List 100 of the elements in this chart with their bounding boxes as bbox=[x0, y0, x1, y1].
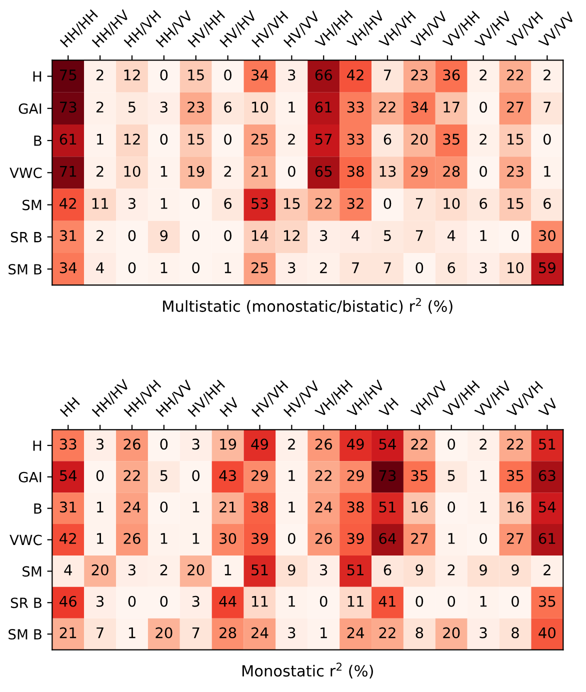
data-label: 9 bbox=[160, 230, 168, 242]
data-label: 4 bbox=[64, 564, 72, 576]
data-label: 3 bbox=[288, 627, 296, 638]
data-label: 51 bbox=[347, 564, 364, 576]
data-label: 34 bbox=[60, 262, 77, 274]
data-label: 3 bbox=[288, 262, 296, 274]
data-label: 61 bbox=[538, 532, 556, 544]
data-label: 73 bbox=[379, 470, 396, 482]
data-label: 7 bbox=[416, 198, 423, 209]
data-label: 22 bbox=[315, 470, 332, 481]
data-label: 12 bbox=[124, 134, 140, 145]
data-label: 8 bbox=[512, 627, 519, 638]
data-label: 6 bbox=[384, 134, 392, 145]
y-tick-label: SM bbox=[22, 566, 42, 577]
y-tick-label: SR B bbox=[10, 598, 42, 608]
data-label: 29 bbox=[411, 166, 428, 177]
data-label: 0 bbox=[192, 198, 200, 210]
data-label: 16 bbox=[508, 502, 524, 513]
data-label: 0 bbox=[224, 230, 232, 242]
data-label: 3 bbox=[96, 438, 104, 450]
data-label: 51 bbox=[539, 438, 556, 450]
data-label: 2 bbox=[480, 438, 486, 450]
data-label: 27 bbox=[507, 532, 524, 544]
data-label: 0 bbox=[448, 596, 456, 607]
data-label: 1 bbox=[288, 502, 295, 512]
data-label: 15 bbox=[508, 134, 524, 145]
data-label: 0 bbox=[320, 596, 328, 607]
data-label: 38 bbox=[347, 502, 364, 513]
data-label: 1 bbox=[160, 166, 168, 177]
data-label: 44 bbox=[219, 596, 236, 607]
data-label: 33 bbox=[347, 134, 364, 145]
data-label: 0 bbox=[128, 230, 136, 242]
data-label: 1 bbox=[192, 533, 200, 544]
data-label: 0 bbox=[480, 102, 487, 113]
data-label: 4 bbox=[96, 262, 104, 274]
data-label: 0 bbox=[480, 532, 487, 544]
y-tick-label: SM B bbox=[8, 264, 42, 275]
data-label: 20 bbox=[92, 564, 108, 576]
x-axis-title: Monostatic r$^{2}$ (%) bbox=[242, 662, 373, 678]
data-label: 7 bbox=[384, 262, 391, 274]
y-tick-label: VWC bbox=[10, 168, 42, 178]
y-tick-label: H bbox=[33, 71, 42, 82]
data-label: 0 bbox=[448, 438, 456, 450]
data-label: 51 bbox=[379, 502, 396, 513]
data-label: 54 bbox=[379, 438, 396, 450]
data-label: 0 bbox=[480, 166, 487, 177]
data-label: 64 bbox=[379, 532, 396, 544]
data-label: 53 bbox=[252, 198, 268, 210]
data-label: 14 bbox=[252, 230, 268, 241]
y-tick-label: SR B bbox=[10, 232, 42, 242]
y-tick-label: GAI bbox=[18, 472, 42, 482]
data-label: 24 bbox=[347, 627, 364, 638]
data-label: 0 bbox=[160, 438, 168, 450]
data-label: 2 bbox=[96, 166, 104, 177]
data-label: 2 bbox=[288, 134, 295, 145]
data-label: 2 bbox=[320, 262, 327, 274]
data-label: 10 bbox=[444, 198, 460, 210]
data-label: 3 bbox=[192, 596, 200, 607]
data-label: 2 bbox=[288, 438, 295, 450]
data-label: 54 bbox=[60, 470, 77, 482]
x-tick-label: HH bbox=[60, 397, 80, 418]
data-label: 1 bbox=[224, 262, 232, 274]
data-label: 22 bbox=[507, 69, 524, 80]
data-label: 6 bbox=[224, 198, 232, 210]
data-label: 0 bbox=[288, 166, 296, 177]
data-label: 34 bbox=[411, 102, 428, 113]
data-label: 22 bbox=[379, 627, 396, 638]
data-label: 0 bbox=[128, 262, 136, 274]
data-label: 27 bbox=[507, 102, 524, 112]
data-label: 2 bbox=[96, 102, 104, 112]
data-label: 21 bbox=[252, 166, 268, 177]
y-tick-label: B bbox=[34, 503, 42, 514]
data-label: 30 bbox=[539, 230, 556, 242]
data-label: 0 bbox=[160, 69, 168, 80]
data-label: 23 bbox=[188, 102, 204, 113]
data-label: 5 bbox=[384, 230, 391, 242]
data-label: 1 bbox=[288, 102, 295, 112]
data-label: 7 bbox=[544, 102, 551, 112]
data-label: 46 bbox=[60, 596, 76, 607]
data-label: 2 bbox=[544, 69, 550, 80]
data-label: 5 bbox=[448, 470, 455, 482]
data-label: 0 bbox=[160, 134, 168, 145]
data-label: 11 bbox=[348, 596, 364, 607]
data-label: 24 bbox=[124, 502, 140, 512]
data-label: 1 bbox=[480, 470, 487, 481]
data-label: 7 bbox=[96, 627, 104, 638]
data-label: 15 bbox=[284, 198, 300, 210]
y-tick-label: VWC bbox=[10, 534, 42, 546]
data-label: 21 bbox=[60, 627, 76, 638]
data-label: 2 bbox=[160, 564, 168, 576]
x-axis-title: Multistatic (monostatic/bistatic) r$^{2}$ (%) bbox=[163, 298, 452, 314]
data-label: 63 bbox=[538, 470, 556, 482]
data-label: 3 bbox=[96, 596, 104, 607]
data-label: 1 bbox=[448, 533, 455, 544]
data-label: 6 bbox=[544, 198, 551, 210]
data-label: 22 bbox=[411, 438, 428, 450]
data-label: 25 bbox=[252, 262, 268, 274]
data-label: 51 bbox=[252, 564, 268, 576]
data-label: 24 bbox=[315, 502, 332, 512]
data-label: 7 bbox=[192, 627, 200, 638]
